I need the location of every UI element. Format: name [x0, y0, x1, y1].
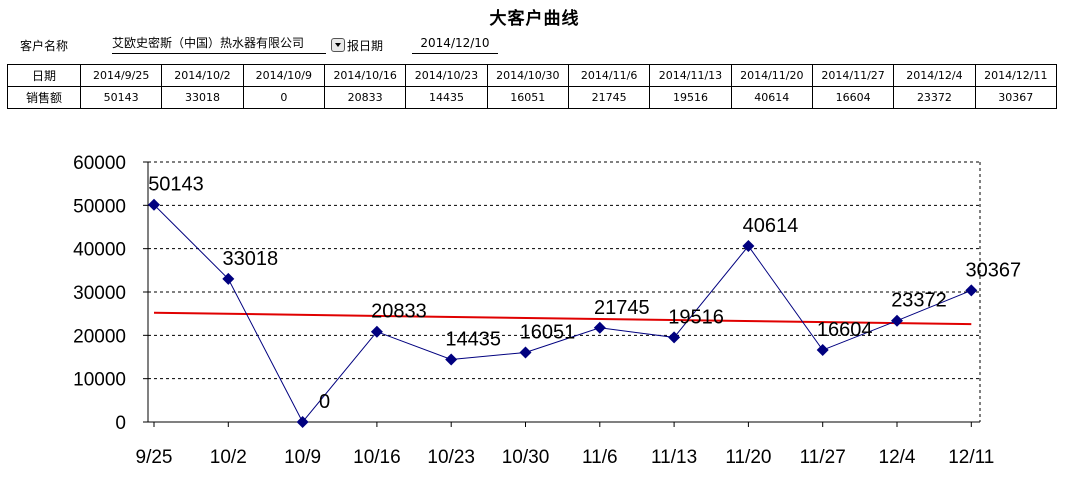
data-point [296, 416, 309, 428]
sales-cell: 19516 [649, 86, 732, 109]
data-label: 30367 [965, 259, 1021, 281]
sales-cell: 30367 [974, 86, 1058, 109]
y-tick-label: 40000 [73, 240, 126, 261]
x-tick-label: 11/6 [582, 447, 618, 468]
date-cell: 2014/11/20 [730, 64, 813, 87]
data-point [148, 198, 160, 211]
report-date-label: 报日期 [347, 39, 384, 53]
y-tick-label: 10000 [73, 370, 126, 391]
sales-cell: 33018 [161, 86, 244, 109]
data-label: 33018 [222, 248, 278, 270]
date-cell: 2014/11/6 [567, 64, 651, 87]
y-tick-label: 0 [115, 413, 126, 434]
page-title: 大客户曲线 [489, 9, 580, 29]
date-row-header: 日期 [7, 64, 81, 87]
data-point [222, 272, 235, 285]
x-tick-label: 12/11 [948, 447, 994, 468]
x-tick-label: 11/20 [725, 447, 771, 468]
y-tick-label: 20000 [73, 326, 126, 347]
x-tick-label: 12/4 [879, 447, 916, 468]
date-cell: 2014/10/2 [161, 64, 244, 87]
data-point [370, 325, 383, 338]
x-tick-label: 11/27 [800, 447, 846, 468]
x-tick-label: 10/23 [427, 447, 475, 468]
data-point [519, 346, 532, 359]
sales-cell: 16604 [811, 86, 895, 109]
date-cell: 2014/12/11 [974, 64, 1058, 87]
data-label: 21745 [594, 297, 650, 319]
sales-cell: 50143 [79, 86, 163, 109]
y-tick-label: 30000 [73, 283, 126, 304]
date-cell: 2014/12/4 [893, 64, 976, 87]
data-label: 20833 [371, 301, 427, 323]
customer-dropdown-button[interactable] [331, 38, 345, 52]
date-cell: 2014/9/25 [79, 64, 163, 87]
data-label: 40614 [743, 215, 799, 237]
x-tick-label: 10/30 [502, 447, 550, 468]
customer-label: 客户名称 [20, 39, 69, 53]
sales-cell: 21745 [567, 86, 651, 109]
data-point [742, 240, 755, 253]
data-label: 14435 [445, 328, 501, 350]
trendline [153, 311, 972, 326]
y-tick-label: 50000 [73, 196, 126, 217]
series-line [153, 204, 972, 423]
x-tick-label: 10/16 [353, 447, 401, 468]
x-tick-label: 10/9 [284, 447, 321, 468]
sales-row-header: 销售额 [7, 86, 81, 109]
sales-line-chart: 0 10000 20000 30000 40000 50000 60000 9/25 10/2 1… [73, 153, 1021, 468]
x-tick-label: 11/13 [651, 447, 697, 468]
sales-cell: 16051 [486, 86, 569, 109]
data-point [816, 344, 829, 357]
data-label: 23372 [891, 290, 947, 312]
data-label: 16051 [520, 321, 576, 343]
sales-cell: 40614 [730, 86, 813, 109]
data-label: 16604 [817, 319, 873, 341]
date-cell: 2014/11/27 [811, 64, 895, 87]
date-cell: 2014/10/16 [323, 64, 407, 87]
y-tick-label: 60000 [73, 153, 126, 174]
data-label: 50143 [148, 174, 204, 196]
sales-cell: 23372 [893, 86, 976, 109]
sales-table: 日期 2014/9/25 2014/10/2 2014/10/9 2014/10/16… [7, 64, 1058, 109]
date-cell: 2014/11/13 [649, 64, 732, 87]
data-point [668, 331, 681, 344]
data-point [445, 353, 458, 366]
date-cell: 2014/10/9 [242, 64, 325, 87]
date-row: 日期 2014/9/25 2014/10/2 2014/10/9 2014/10/16… [7, 64, 1058, 87]
sales-cell: 20833 [323, 86, 407, 109]
data-label: 0 [319, 391, 330, 413]
x-tick-label: 9/25 [136, 447, 173, 468]
report-date-field[interactable]: 2014/12/10 [412, 34, 498, 54]
data-point [593, 321, 606, 334]
data-point [965, 284, 978, 297]
customer-name-field[interactable]: 艾欧史密斯（中国）热水器有限公司 [112, 34, 326, 54]
date-cell: 2014/10/23 [405, 64, 488, 87]
date-cell: 2014/10/30 [486, 64, 569, 87]
sales-cell: 0 [242, 86, 325, 109]
data-label: 19516 [668, 306, 724, 328]
sales-cell: 14435 [405, 86, 488, 109]
x-tick-label: 10/2 [210, 447, 247, 468]
data-point [891, 314, 903, 327]
sales-row: 销售额 50143 33018 0 20833 14435 16051 21745 19516… [7, 86, 1058, 109]
